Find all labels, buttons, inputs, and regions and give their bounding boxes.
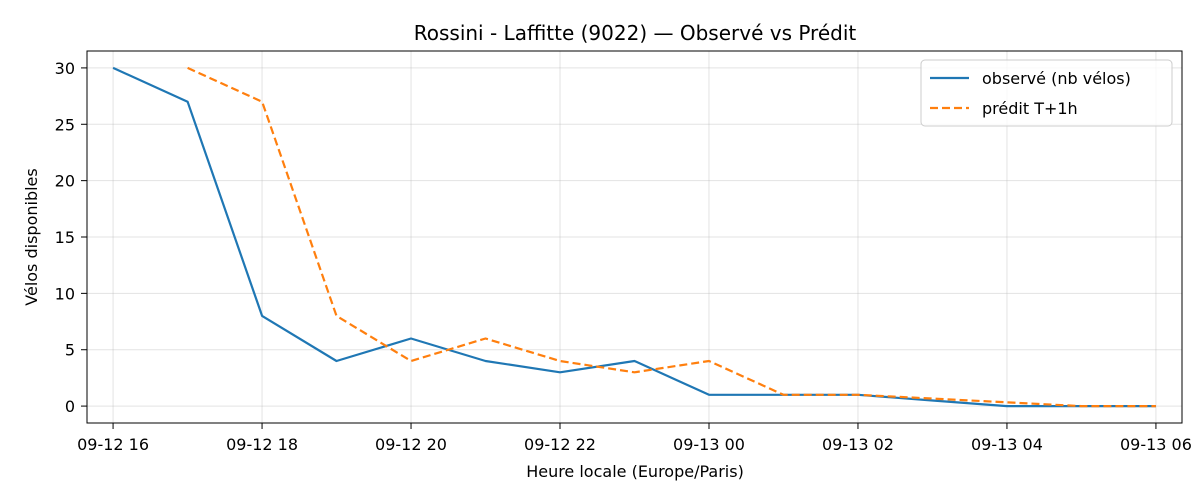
x-axis-ticks: 09-12 16 09-12 18 09-12 20 09-12 22 09-13 00… [77,423,1192,454]
y-tick-label: 10 [55,284,75,303]
y-tick-label: 25 [55,115,75,134]
x-tick-label: 09-12 18 [226,435,298,454]
y-axis-ticks: 0 5 10 15 20 25 30 [55,59,87,416]
chart-title: Rossini - Laffitte (9022) — Observé vs P… [414,21,857,45]
y-tick-label: 0 [65,397,75,416]
series-lines [112,66,1156,408]
legend-label-observed: observé (nb vélos) [982,69,1131,88]
y-tick-label: 15 [55,228,75,247]
x-tick-label: 09-13 04 [971,435,1043,454]
series-line-observed [112,66,1156,408]
y-axis-label: Vélos disponibles [22,168,41,305]
legend-label-predicted: prédit T+1h [982,99,1078,118]
x-tick-label: 09-13 02 [822,435,894,454]
x-axis-label: Heure locale (Europe/Paris) [526,462,744,481]
x-tick-label: 09-13 06 [1120,435,1192,454]
legend-box [920,59,1173,127]
x-tick-label: 09-12 16 [77,435,149,454]
x-tick-label: 09-13 00 [673,435,745,454]
y-tick-label: 20 [55,172,75,191]
y-tick-label: 5 [65,341,75,360]
legend: observé (nb vélos) prédit T+1h [920,59,1173,127]
x-tick-label: 09-12 22 [524,435,596,454]
y-tick-label: 30 [55,59,75,78]
x-tick-label: 09-12 20 [375,435,447,454]
series-line-predicted [187,66,1156,408]
